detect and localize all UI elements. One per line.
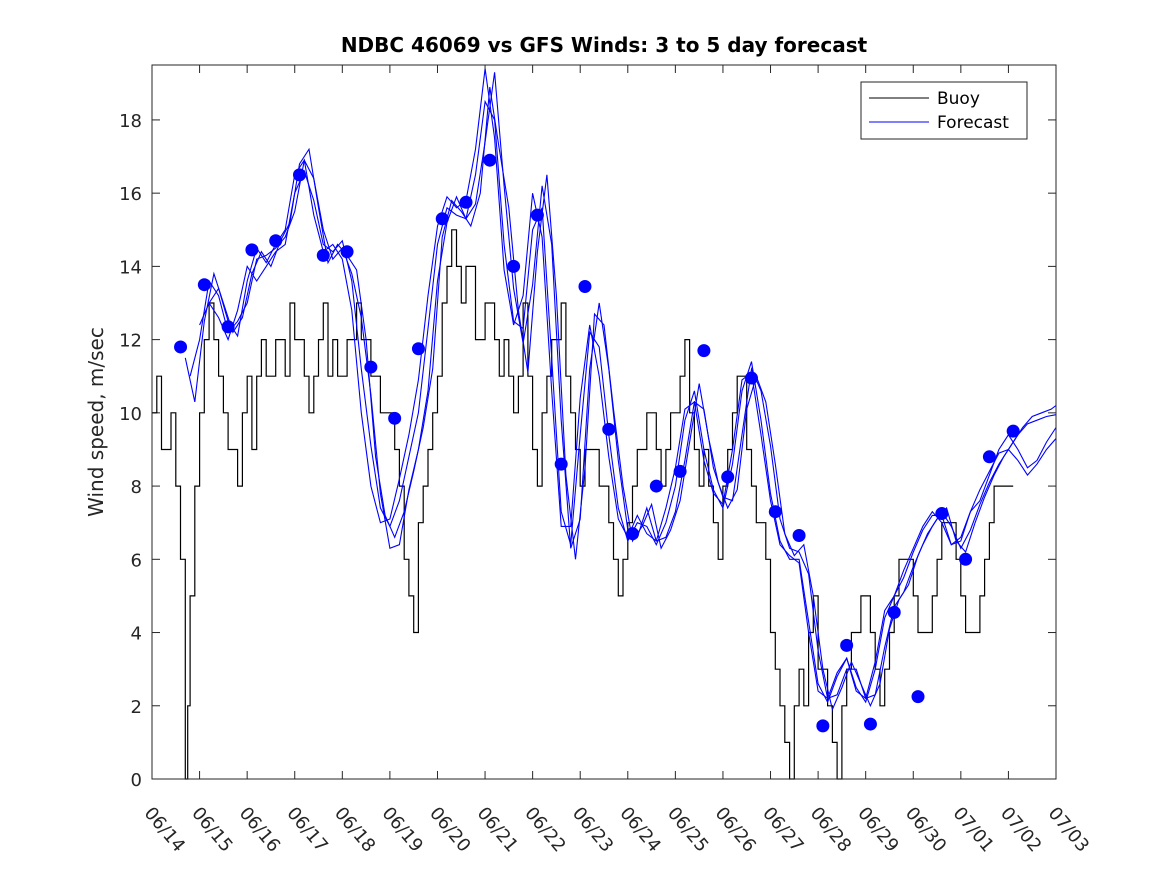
x-tick-label: 06/25 (663, 803, 712, 856)
forecast-point (435, 212, 449, 226)
forecast-point (673, 464, 687, 478)
x-tick-label: 06/17 (282, 803, 331, 856)
y-tick-label: 4 (131, 624, 142, 645)
forecast-point (269, 234, 283, 248)
series-forecast-line-2 (199, 99, 1057, 704)
x-tick-label: 07/03 (1044, 803, 1093, 856)
forecast-point (744, 371, 758, 385)
forecast-point (721, 470, 735, 484)
y-tick-label: 6 (131, 550, 142, 571)
series-forecast-line-3 (208, 68, 1057, 700)
y-tick-label: 0 (131, 770, 142, 791)
series-layer (152, 68, 1057, 780)
chart-title: NDBC 46069 vs GFS Winds: 3 to 5 day fore… (341, 33, 868, 57)
series-forecast-line-1 (189, 72, 1057, 700)
y-tick-label: 12 (119, 331, 142, 352)
series-forecast-line-0 (184, 86, 1057, 712)
forecast-point (483, 153, 497, 167)
plot-area (152, 65, 1056, 779)
forecast-point (1006, 424, 1020, 438)
legend: Buoy Forecast (860, 81, 1028, 140)
forecast-point (578, 280, 592, 294)
legend-box (860, 81, 1028, 140)
forecast-point (221, 320, 235, 334)
y-axis-ticks: 0 2 4 6 8 10 12 14 16 18 (119, 111, 1056, 791)
x-tick-label: 06/21 (473, 803, 522, 856)
x-tick-label: 06/26 (711, 803, 760, 856)
forecast-point (935, 507, 949, 521)
forecast-point (554, 457, 568, 471)
y-tick-label: 10 (119, 404, 142, 425)
forecast-point (245, 243, 259, 257)
forecast-point (959, 552, 973, 566)
forecast-point (911, 690, 925, 704)
forecast-point (863, 717, 877, 731)
forecast-point (887, 605, 901, 619)
y-tick-label: 14 (119, 257, 142, 278)
forecast-point (602, 422, 616, 436)
y-tick-label: 8 (131, 477, 142, 498)
forecast-point (197, 278, 211, 292)
x-tick-label: 06/22 (520, 803, 569, 856)
legend-label-buoy: Buoy (937, 89, 980, 109)
forecast-point (316, 248, 330, 262)
forecast-point (388, 411, 402, 425)
y-tick-label: 16 (119, 184, 142, 205)
legend-label-forecast: Forecast (937, 113, 1009, 133)
forecast-point (697, 344, 711, 358)
forecast-point (292, 168, 306, 182)
forecast-point (626, 527, 640, 541)
x-tick-label: 06/18 (330, 803, 379, 856)
x-tick-label: 06/20 (425, 803, 474, 856)
forecast-point (792, 529, 806, 543)
x-tick-label: 06/24 (615, 803, 664, 856)
y-tick-label: 2 (131, 697, 142, 718)
x-tick-label: 06/29 (853, 803, 902, 856)
x-tick-label: 06/27 (758, 803, 807, 856)
x-tick-label: 06/15 (187, 803, 236, 856)
x-tick-label: 06/19 (378, 803, 427, 856)
plot-frame (151, 64, 1057, 780)
x-tick-label: 07/01 (949, 803, 998, 856)
forecast-point (840, 638, 854, 652)
forecast-point (507, 259, 521, 273)
forecast-point (816, 719, 830, 733)
x-tick-label: 06/14 (140, 803, 189, 856)
forecast-point (649, 479, 663, 493)
x-tick-label: 06/16 (235, 803, 284, 856)
forecast-point (340, 245, 354, 259)
y-axis-label: Wind speed, m/sec (84, 327, 108, 517)
x-tick-label: 07/02 (996, 803, 1045, 856)
forecast-point (768, 505, 782, 519)
x-tick-label: 06/30 (901, 803, 950, 856)
forecast-point (411, 342, 425, 356)
x-tick-label: 06/28 (806, 803, 855, 856)
forecast-point (530, 208, 544, 222)
forecast-point (174, 340, 188, 354)
forecast-point (364, 360, 378, 374)
y-tick-label: 18 (119, 111, 142, 132)
x-tick-label: 06/23 (568, 803, 617, 856)
forecast-point (459, 195, 473, 209)
forecast-point (982, 450, 996, 464)
